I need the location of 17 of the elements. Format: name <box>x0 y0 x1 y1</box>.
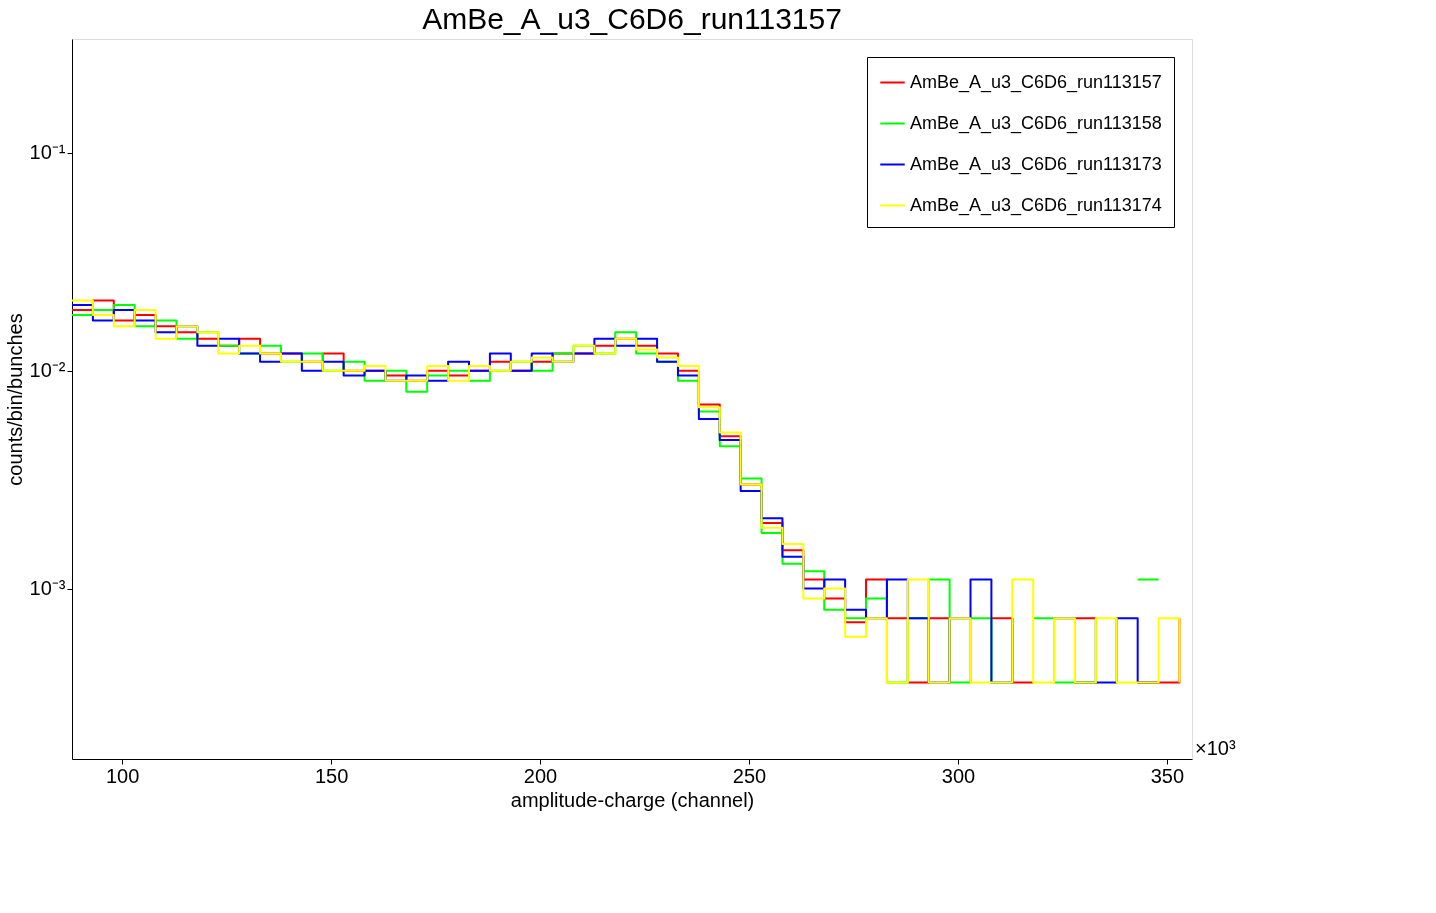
y-axis-title: counts/bin/bunches <box>3 313 26 486</box>
legend-label: AmBe_A_u3_C6D6_run113174 <box>910 194 1162 216</box>
legend-label: AmBe_A_u3_C6D6_run113157 <box>910 71 1162 93</box>
x-tick-label: 350 <box>1150 764 1185 787</box>
x-axis-title: amplitude-charge (channel) <box>510 788 755 811</box>
x-tick-label: 250 <box>732 764 767 787</box>
legend-label: AmBe_A_u3_C6D6_run113173 <box>910 153 1162 175</box>
y-tick-label: 10⁻³ <box>29 577 66 600</box>
text: ×10³ <box>1195 737 1236 759</box>
y-tick-label: 10⁻² <box>29 359 66 382</box>
x-tick-label: 200 <box>523 764 558 787</box>
chart-title: AmBe_A_u3_C6D6_run113157 <box>422 2 842 35</box>
x-tick-label: 100 <box>105 764 140 787</box>
y-tick-label: 10⁻¹ <box>29 141 66 164</box>
x-tick-label: 300 <box>941 764 976 787</box>
legend-label: AmBe_A_u3_C6D6_run113158 <box>910 112 1162 134</box>
x-tick-label: 150 <box>314 764 349 787</box>
